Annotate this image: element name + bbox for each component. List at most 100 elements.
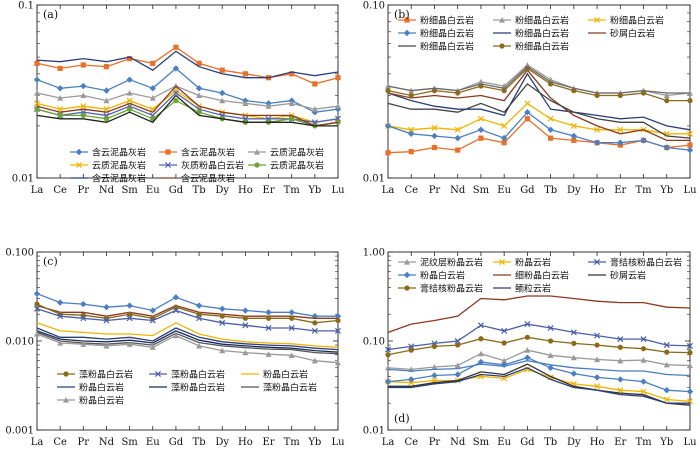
legend-label: 砂屑白云岩	[610, 28, 655, 40]
legend-marker	[254, 149, 260, 155]
legend-entry: 粉晶白云岩	[57, 395, 124, 407]
data-point	[103, 97, 110, 104]
series-line	[36, 303, 339, 324]
data-point	[103, 116, 110, 122]
panel-label: (c)	[43, 255, 58, 268]
legend-entry: 粉细晶白云岩	[398, 41, 474, 53]
data-point	[547, 364, 554, 371]
data-point	[126, 341, 133, 347]
data-point	[173, 98, 179, 104]
series-4	[384, 109, 694, 154]
legend-entry: 粉细晶白云岩	[493, 15, 569, 27]
legend-marker	[403, 29, 411, 37]
data-point	[335, 359, 341, 366]
series-line	[36, 308, 338, 332]
x-tick-label: Sm	[473, 185, 490, 196]
data-point	[686, 342, 694, 349]
series-6	[387, 69, 690, 142]
data-point	[571, 88, 577, 94]
series-line	[36, 94, 338, 127]
x-tick-label: Eu	[146, 437, 160, 448]
legend-marker	[404, 285, 410, 291]
y-tick-label: 0.1	[18, 1, 34, 12]
legend-label: 藻粉晶白云岩	[171, 369, 225, 381]
data-point	[570, 132, 578, 140]
data-point	[150, 60, 156, 66]
data-point	[103, 317, 110, 324]
legend-label: 含云泥晶灰岩	[92, 173, 146, 185]
data-point	[56, 299, 64, 306]
legend-marker	[499, 17, 505, 23]
panel-label: (d)	[394, 412, 410, 425]
series-line	[387, 295, 691, 334]
series-line	[387, 360, 691, 377]
x-tick-label: Lu	[683, 437, 697, 448]
x-tick-label: Tm	[635, 185, 652, 196]
data-point	[431, 132, 438, 140]
legend-marker	[498, 258, 506, 266]
data-point	[501, 340, 507, 346]
data-point	[242, 307, 249, 314]
legend-entry: 膏结核粉晶云岩	[398, 283, 483, 295]
data-point	[196, 342, 203, 349]
x-tick-label: Pr	[78, 437, 90, 448]
x-tick-label: Ho	[590, 185, 605, 196]
data-point	[57, 112, 63, 119]
data-point	[80, 62, 86, 68]
data-point	[524, 109, 531, 116]
x-tick-label: Tb	[193, 437, 206, 448]
data-point	[663, 92, 670, 99]
x-tick-label: La	[31, 185, 44, 196]
series-7	[36, 50, 339, 79]
data-point	[477, 322, 484, 329]
data-point	[311, 327, 318, 334]
data-point	[103, 342, 110, 349]
x-tick-label: Ce	[53, 185, 67, 196]
data-point	[408, 376, 415, 383]
legend-label: 云质泥晶灰岩	[92, 160, 146, 172]
data-point	[408, 130, 415, 138]
data-point	[34, 106, 40, 112]
data-point	[640, 346, 647, 352]
data-point	[196, 60, 202, 66]
x-tick-label: La	[382, 185, 395, 196]
data-point	[593, 374, 601, 381]
data-point	[548, 338, 554, 344]
series-line	[36, 85, 339, 110]
data-point	[640, 336, 647, 343]
data-point	[335, 103, 341, 109]
data-point	[617, 344, 623, 350]
data-point	[524, 334, 530, 340]
data-point	[663, 396, 670, 403]
legend-entry: 粉细晶白云岩	[493, 28, 569, 40]
data-point	[335, 75, 341, 81]
data-point	[335, 317, 341, 324]
series-2	[384, 366, 694, 405]
data-point	[149, 95, 156, 101]
data-point	[312, 81, 318, 87]
x-tick-label: Eu	[497, 185, 511, 196]
data-point	[265, 351, 272, 357]
series-line	[387, 111, 691, 151]
series-1	[33, 65, 342, 116]
data-point	[687, 362, 693, 369]
panel-label: (a)	[43, 8, 58, 21]
data-point	[477, 126, 485, 133]
data-point	[385, 88, 391, 94]
x-tick-label: Eu	[497, 437, 511, 448]
series-line	[36, 327, 339, 351]
data-point	[80, 82, 87, 90]
x-tick-label: Ho	[590, 437, 605, 448]
x-tick-label: Lu	[683, 185, 697, 196]
data-point	[289, 116, 295, 122]
data-point	[454, 362, 461, 369]
data-point	[149, 307, 156, 314]
series-7	[387, 83, 691, 139]
data-point	[501, 357, 508, 364]
data-point	[57, 339, 64, 346]
series-3	[34, 301, 341, 326]
x-tick-label: Gd	[520, 185, 535, 196]
data-point	[127, 311, 133, 317]
